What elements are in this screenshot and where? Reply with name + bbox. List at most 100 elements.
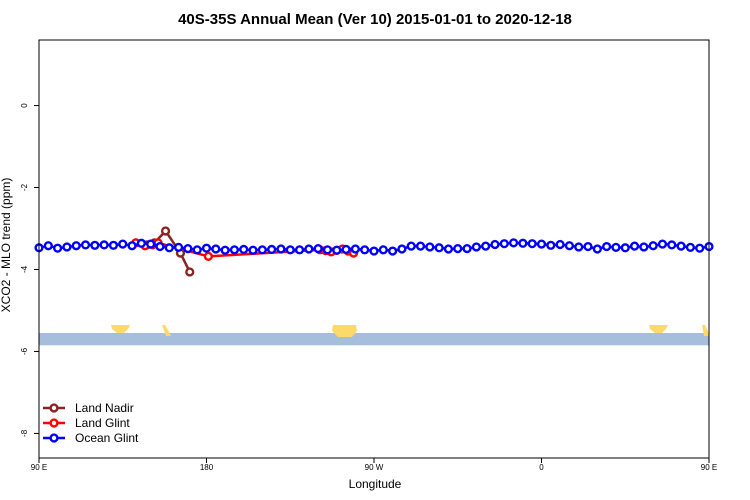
- data-point: [564, 241, 575, 251]
- data-point: [62, 242, 72, 252]
- data-point: [313, 243, 323, 254]
- data-point: [71, 241, 81, 251]
- y-tick-label: 0: [20, 103, 29, 108]
- data-point: [229, 245, 240, 255]
- data-point: [350, 244, 360, 254]
- data-point: [508, 238, 519, 248]
- x-tick-label: 90 W: [365, 463, 384, 472]
- data-point: [127, 241, 137, 251]
- data-point: [667, 240, 677, 250]
- y-tick-label: -2: [20, 183, 29, 191]
- ocean-band: [39, 333, 709, 346]
- data-point: [657, 239, 668, 249]
- australia-landmass-repeat: [649, 325, 668, 333]
- legend-label: Land Nadir: [75, 401, 134, 415]
- data-point: [695, 243, 705, 253]
- data-point: [536, 239, 547, 249]
- data-point: [267, 244, 277, 255]
- x-axis-label: Longitude: [349, 477, 402, 491]
- data-point: [136, 238, 146, 248]
- data-point: [397, 244, 407, 254]
- data-point: [53, 243, 63, 253]
- x-tick-label: 180: [200, 463, 214, 472]
- new-zealand-landmass: [162, 325, 171, 336]
- data-point: [518, 238, 528, 248]
- land-ocean-strip: [39, 325, 709, 346]
- data-point: [332, 245, 342, 255]
- data-point: [462, 243, 472, 254]
- data-point: [369, 246, 379, 256]
- data-point: [185, 267, 195, 277]
- data-point: [602, 241, 612, 252]
- series-2: [34, 238, 714, 256]
- data-point: [90, 240, 100, 250]
- data-point: [201, 243, 212, 253]
- legend-label: Land Glint: [75, 416, 130, 430]
- data-point: [294, 245, 305, 255]
- data-point: [43, 241, 53, 251]
- data-point: [555, 239, 565, 250]
- y-axis-label: XCO2 - MLO trend (ppm): [0, 178, 13, 313]
- data-point: [685, 242, 695, 252]
- data-point: [203, 251, 213, 261]
- legend-swatch-marker: [49, 433, 59, 443]
- south-america-landmass: [332, 325, 357, 337]
- data-point: [639, 242, 649, 252]
- data-point: [211, 244, 221, 254]
- data-point: [620, 243, 630, 253]
- data-point: [629, 241, 640, 251]
- chart-title: 40S-35S Annual Mean (Ver 10) 2015-01-01 …: [178, 11, 572, 28]
- data-point: [406, 241, 416, 251]
- y-tick-label: -4: [20, 265, 29, 273]
- data-point: [257, 245, 267, 255]
- y-tick-label: -6: [20, 347, 29, 355]
- data-point: [527, 239, 537, 249]
- y-tick-label: -8: [20, 429, 29, 437]
- data-point: [220, 245, 230, 255]
- data-point: [341, 244, 351, 255]
- data-point: [155, 241, 165, 252]
- data-point: [583, 241, 593, 252]
- data-point: [378, 245, 388, 255]
- new-zealand-landmass-repeat: [702, 325, 709, 336]
- data-point: [183, 243, 193, 254]
- data-point: [471, 242, 481, 252]
- data-point: [443, 244, 454, 254]
- data-point: [574, 242, 584, 252]
- data-point: [173, 242, 184, 252]
- australia-landmass: [111, 325, 130, 333]
- data-point: [248, 245, 258, 255]
- data-point: [276, 244, 286, 254]
- data-point: [499, 239, 509, 249]
- legend-swatch-marker: [49, 418, 59, 428]
- data-point: [360, 245, 370, 255]
- legend-label: Ocean Glint: [75, 431, 139, 445]
- axis-ticks: 90 E 180 90 W 0 90 E 0 -2 -4 -6 -8: [20, 103, 717, 472]
- data-point: [108, 240, 119, 250]
- data-point: [160, 226, 171, 236]
- data-point: [676, 241, 686, 251]
- plot-frame: [38, 39, 710, 459]
- data-series: [34, 226, 714, 277]
- data-point: [80, 240, 91, 250]
- data-point: [388, 246, 398, 256]
- data-point: [434, 243, 444, 253]
- data-point: [99, 240, 109, 250]
- data-point: [304, 244, 314, 254]
- data-point: [192, 245, 202, 255]
- data-point: [481, 241, 491, 251]
- data-point: [239, 244, 249, 255]
- x-tick-label: 90 E: [31, 463, 47, 472]
- x-tick-label: 90 E: [701, 463, 717, 472]
- data-point: [611, 242, 621, 252]
- legend-swatch-marker: [49, 403, 59, 413]
- data-point: [415, 241, 426, 251]
- data-point: [322, 245, 333, 255]
- data-point: [285, 245, 295, 255]
- data-point: [648, 241, 658, 251]
- data-point: [146, 239, 156, 249]
- data-point: [592, 244, 602, 254]
- data-point: [164, 243, 174, 253]
